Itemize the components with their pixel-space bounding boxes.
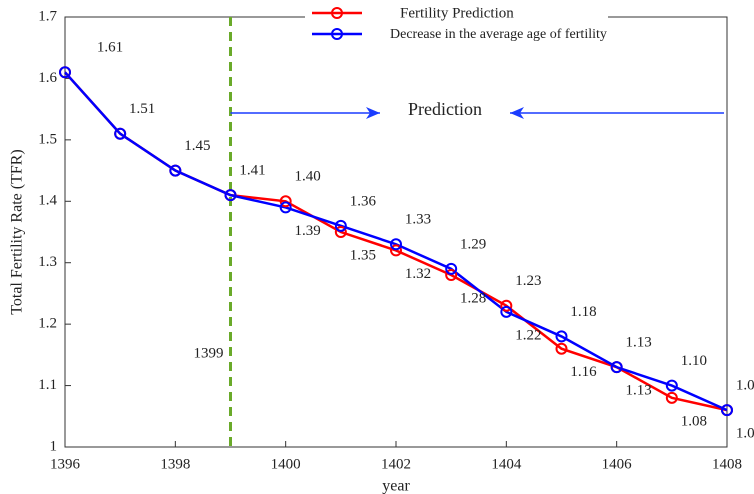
point	[169, 164, 182, 177]
x-tick-label: 1404	[491, 456, 522, 472]
legend-marker	[331, 28, 343, 40]
data-label: 1.45	[184, 138, 210, 154]
point	[334, 219, 347, 232]
y-tick-label: 1.5	[38, 131, 57, 147]
data-label: 1.08	[681, 413, 707, 429]
data-label: 1.13	[626, 335, 652, 351]
point	[665, 391, 678, 404]
legend-marker	[331, 7, 343, 19]
y-tick-label: 1.6	[38, 70, 57, 86]
x-axis-label: year	[382, 478, 410, 494]
arrow-head	[366, 107, 380, 119]
point	[445, 262, 458, 275]
data-label: 1.28	[460, 290, 486, 306]
y-tick-label: 1.4	[38, 193, 57, 209]
data-label: 1.33	[405, 212, 431, 228]
series-line	[64, 71, 728, 412]
data-label: 1.18	[570, 304, 596, 320]
annotation: Prediction	[408, 99, 482, 119]
x-tick-label: 1398	[160, 456, 190, 472]
legend-label: Fertility Prediction	[400, 5, 514, 21]
y-tick-label: 1.7	[38, 8, 57, 24]
point	[224, 189, 237, 202]
arrow-head	[510, 107, 524, 119]
data-label: 1.41	[239, 163, 265, 179]
data-label: 1.36	[350, 193, 377, 209]
y-tick-label: 1.2	[38, 316, 57, 332]
x-tick-label: 1406	[602, 456, 633, 472]
data-label: 1.06	[736, 426, 754, 442]
point	[500, 305, 513, 318]
data-label: 1.06	[736, 378, 754, 394]
point	[334, 226, 347, 238]
data-label: 1.40	[295, 169, 321, 185]
y-axis-label: Total Fertility Rate (TFR)	[9, 149, 26, 315]
data-label: 1.22	[515, 327, 541, 343]
point	[114, 127, 127, 140]
data-label: 1.39	[295, 223, 321, 239]
point	[279, 195, 292, 208]
point	[59, 66, 71, 79]
data-label: 1.10	[681, 353, 707, 369]
divider-label: 1399	[194, 345, 224, 361]
x-tick-label: 1396	[50, 456, 81, 472]
point	[445, 269, 458, 281]
y-tick-label: 1.1	[38, 377, 57, 393]
data-label: 1.16	[570, 364, 597, 380]
x-tick-label: 1400	[271, 456, 301, 472]
point	[610, 361, 623, 374]
x-tick-label: 1402	[381, 456, 411, 472]
y-tick-label: 1.3	[38, 254, 57, 270]
data-label: 1.35	[350, 247, 376, 263]
legend-label: Decrease in the average age of fertility	[390, 27, 607, 42]
data-label: 1.51	[129, 101, 155, 117]
data-label: 1.13	[626, 383, 652, 399]
point	[555, 342, 568, 355]
y-tick-label: 1	[50, 438, 58, 454]
data-label: 1.61	[97, 40, 123, 56]
x-tick-label: 1408	[712, 456, 742, 472]
data-label: 1.29	[460, 236, 486, 252]
point	[390, 238, 402, 251]
data-label: 1.23	[515, 273, 541, 289]
point	[721, 404, 733, 417]
point	[555, 330, 568, 343]
point	[390, 244, 402, 257]
series-line	[64, 71, 728, 412]
point	[500, 299, 513, 312]
point	[665, 379, 678, 392]
point	[279, 201, 292, 214]
data-label: 1.32	[405, 266, 431, 282]
